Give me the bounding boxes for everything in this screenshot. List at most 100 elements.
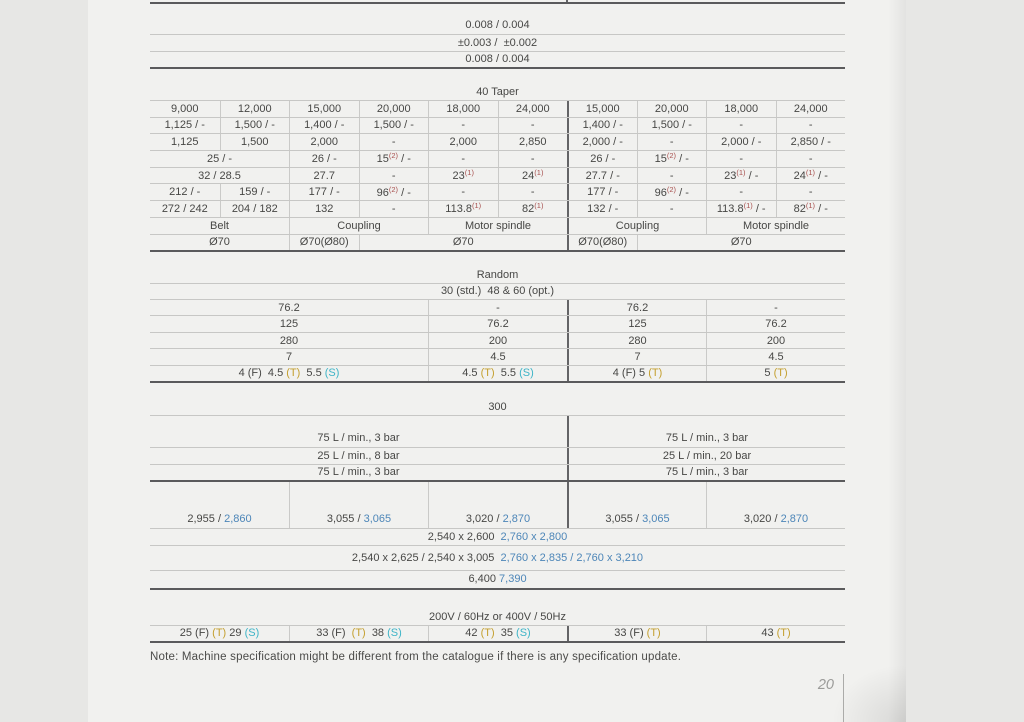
- table-row: Random: [150, 267, 845, 284]
- cell-value-text: 280: [279, 334, 299, 347]
- table-row: Ø70 Ø70(Ø80) Ø70 Ø70(Ø80) Ø70: [150, 234, 845, 253]
- table-cell: 2,540 x 2,600 2,760 x 2,800: [150, 529, 845, 545]
- cell-value: Motor spindle: [743, 220, 809, 232]
- table-cell: 27.7 / -: [567, 167, 637, 184]
- cell-value-text: 75 L / min., 3 bar: [317, 466, 400, 479]
- cell-value: -: [774, 302, 778, 314]
- cell-value-text: -: [461, 119, 466, 132]
- cell-value-text: 15: [654, 153, 667, 166]
- cell-value: 2,850: [519, 136, 547, 148]
- table-row: 4 (F) 4.5 (T) 5.5 (S) 4.5 (T) 5.5 (S) 4 (F…: [150, 365, 845, 384]
- table-cell: 2,850 / -: [775, 134, 846, 151]
- cell-value: 1,500 / -: [652, 119, 692, 131]
- table-cell: 20,000: [636, 101, 707, 117]
- cell-value-text: 24,000: [515, 102, 550, 115]
- table-cell: 132: [289, 201, 359, 217]
- cell-value-text: 75 L / min., 3 bar: [665, 431, 749, 444]
- cell-value-text: 2,955 /: [187, 512, 225, 525]
- table-cell: 15(2) / -: [358, 151, 429, 167]
- cell-value-text: 1,500: [240, 136, 269, 149]
- cell-value-blue: 2,870: [780, 512, 809, 525]
- cell-value: 27.7: [314, 170, 335, 182]
- table-cell: 23(1): [428, 167, 498, 184]
- cell-value-text: -: [461, 186, 466, 199]
- table-cell: 82(1) / -: [775, 201, 846, 217]
- table-cell: 42 (T) 35 (S): [428, 625, 567, 641]
- table-cell: 33 (F) (T): [567, 625, 706, 641]
- cell-value: -: [809, 153, 813, 165]
- cell-value: Coupling: [337, 220, 380, 232]
- cell-value: ±0.003 / ±0.002: [458, 37, 537, 49]
- cell-value: 0.008 / 0.004: [465, 53, 529, 65]
- cell-value-text: 75 L / min., 3 bar: [317, 431, 400, 444]
- table-cell: 24,000: [497, 101, 568, 117]
- cell-value-text: 30 (std.) 48 & 60 (opt.): [440, 285, 555, 298]
- cell-value: 125: [280, 318, 298, 330]
- table-row: ±0.003 / ±0.002: [150, 35, 845, 52]
- cell-value-text: -: [496, 301, 500, 314]
- table-cell: 4 (F) 4.5 (T) 5.5 (S): [150, 366, 428, 381]
- cell-value: -: [461, 119, 465, 131]
- cell-value: 30 (std.) 48 & 60 (opt.): [441, 285, 554, 297]
- cell-value-text: 0.008 / 0.004: [465, 18, 530, 31]
- cell-value-text: 2,540 x 2,625 / 2,540 x 3,005: [351, 551, 501, 564]
- cell-value-text: 132 / -: [587, 202, 619, 215]
- table-cell: 82(1): [497, 201, 568, 217]
- cell-value-text: 6,400: [468, 573, 500, 586]
- table-cell: 1,400 / -: [567, 117, 637, 134]
- table-cell: 2,000: [289, 134, 359, 151]
- cell-value-text: 24: [522, 170, 535, 183]
- cell-value-teal: (S): [516, 627, 531, 640]
- table-cell: 12,000: [219, 101, 290, 117]
- power-section: 200V / 60Hz or 400V / 50Hz 25 (F) (T) 29 …: [150, 609, 845, 643]
- table-cell: 177 / -: [567, 184, 637, 201]
- cell-value: 113.8(1) / -: [717, 202, 766, 216]
- cell-value: 1,400 / -: [583, 119, 623, 131]
- page-number-rule: [843, 674, 844, 722]
- cell-value: 25 / -: [207, 153, 232, 165]
- cell-value: 12,000: [238, 103, 272, 115]
- table-cell: -: [775, 151, 846, 167]
- cell-value: -: [670, 170, 674, 182]
- cell-value: 23(1) / -: [724, 168, 758, 182]
- cell-value-text: / -: [676, 153, 689, 166]
- magazine-section: Random 30 (std.) 48 & 60 (opt.) 76.2 - 76.2 -…: [150, 267, 845, 384]
- cell-value-text: 7: [285, 350, 293, 363]
- table-cell: 24(1) / -: [775, 167, 846, 184]
- cell-value: 4 (F) 5 (T): [613, 367, 663, 379]
- cell-value-text: 33 (F): [316, 627, 352, 640]
- cell-value-gold: (T): [286, 367, 301, 380]
- cell-value-text: 42: [465, 627, 481, 640]
- cell-value: 75 L / min., 3 bar: [666, 466, 748, 478]
- table-cell: 75 L / min., 3 bar: [567, 464, 845, 480]
- cell-value-text: 159 / -: [239, 186, 271, 199]
- table-row: 280 200 280 200: [150, 332, 845, 350]
- cell-value: 75 L / min., 3 bar: [317, 466, 399, 478]
- cell-value-text: 9,000: [170, 102, 199, 115]
- cell-value: 15(2) / -: [654, 152, 689, 166]
- cell-value: 25 (F) (T) 29 (S): [180, 627, 259, 639]
- cell-value: 40 Taper: [476, 86, 519, 98]
- table-cell: 7: [150, 349, 428, 364]
- cell-value: 96(2) / -: [377, 185, 411, 199]
- cell-value: 177 / -: [587, 186, 618, 198]
- cell-value: 18,000: [446, 103, 480, 115]
- cell-value: 24(1) / -: [794, 168, 828, 182]
- table-cell: 25 L / min., 20 bar: [567, 448, 845, 464]
- cell-value-text: 12,000: [237, 102, 272, 115]
- table-cell: 15(2) / -: [636, 151, 707, 167]
- table-cell: 32 / 28.5: [150, 168, 289, 184]
- table-cell: 1,125 / -: [150, 118, 220, 134]
- cell-value-text: 76.2: [278, 301, 300, 314]
- cell-value-text: Random: [476, 268, 519, 281]
- cell-value-text: 32 / 28.5: [198, 169, 241, 182]
- cell-value-text: 25 L / min., 20 bar: [662, 449, 752, 462]
- cell-value: -: [739, 119, 743, 131]
- cell-value-text: 29: [226, 627, 245, 640]
- cell-value-text: Ø70: [730, 236, 752, 249]
- cell-value: 1,500 / -: [374, 119, 414, 131]
- cell-value-text: -: [530, 119, 535, 132]
- cell-value: Random: [477, 269, 519, 281]
- table-cell: -: [358, 134, 429, 151]
- table-cell: 33 (F) (T) 38 (S): [289, 625, 428, 641]
